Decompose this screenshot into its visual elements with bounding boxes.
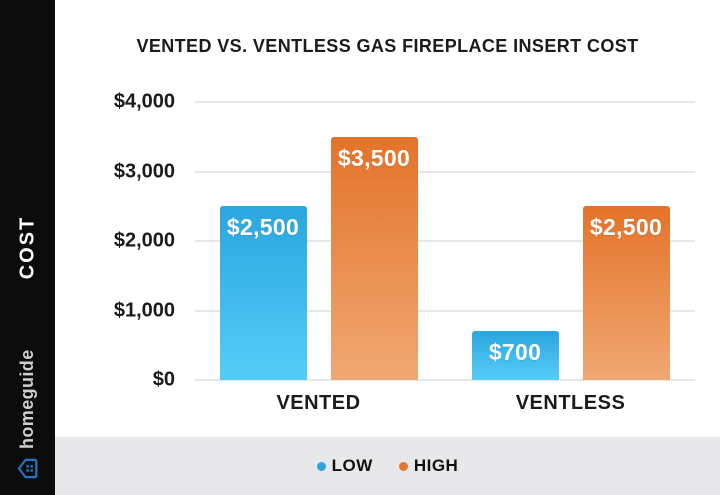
chart-card: VENTED VS. VENTLESS GAS FIREPLACE INSERT… [55,0,720,495]
sidebar: homeguide COST [0,0,55,495]
bar-vented-low: $2,500 [219,206,307,380]
y-axis-labels: $4,000 $3,000 $2,000 $1,000 $0 [55,91,175,391]
gridline [195,309,695,312]
bar-value-label: $700 [488,339,542,366]
homeguide-house-icon [16,457,39,480]
bar-value-label: $3,500 [337,144,411,171]
legend-label: HIGH [413,456,459,475]
category-label-ventless: VENTLESS [515,392,626,414]
y-tick-label: $1,000 [113,299,175,321]
chart-title: VENTED VS. VENTLESS GAS FIREPLACE INSERT… [136,36,639,56]
gridline [195,379,695,381]
y-tick-label: $3,000 [113,160,175,182]
y-tick-label: $2,000 [113,229,175,252]
gridline [195,240,695,242]
legend-item-low: LOW [316,456,373,476]
legend-label: LOW [331,456,373,475]
bar-vented-high: $3,500 [330,136,418,380]
gridline [195,170,695,173]
category-label-vented: VENTED [276,392,361,414]
legend-dot-high [398,461,408,471]
bar-ventless-low: $700 [471,331,559,380]
legend-item-high: HIGH [398,456,459,476]
homeguide-brand-label: homeguide [17,349,37,449]
legend-dot-low [316,461,326,471]
sidebar-cost-label: COST [16,215,38,280]
sidebar-rotated-strip: homeguide COST [0,0,55,495]
y-tick-label: $0 [152,368,175,391]
bar-ventless-high: $2,500 [582,206,670,380]
gridline [195,101,695,103]
y-tick-label: $4,000 [113,90,175,113]
legend: LOW HIGH [55,437,720,495]
bar-value-label: $2,500 [226,214,300,241]
plot-area: $2,500 $3,500 VENTED $700 $2,500 VENTLESS [195,101,695,414]
bar-value-label: $2,500 [589,214,663,241]
